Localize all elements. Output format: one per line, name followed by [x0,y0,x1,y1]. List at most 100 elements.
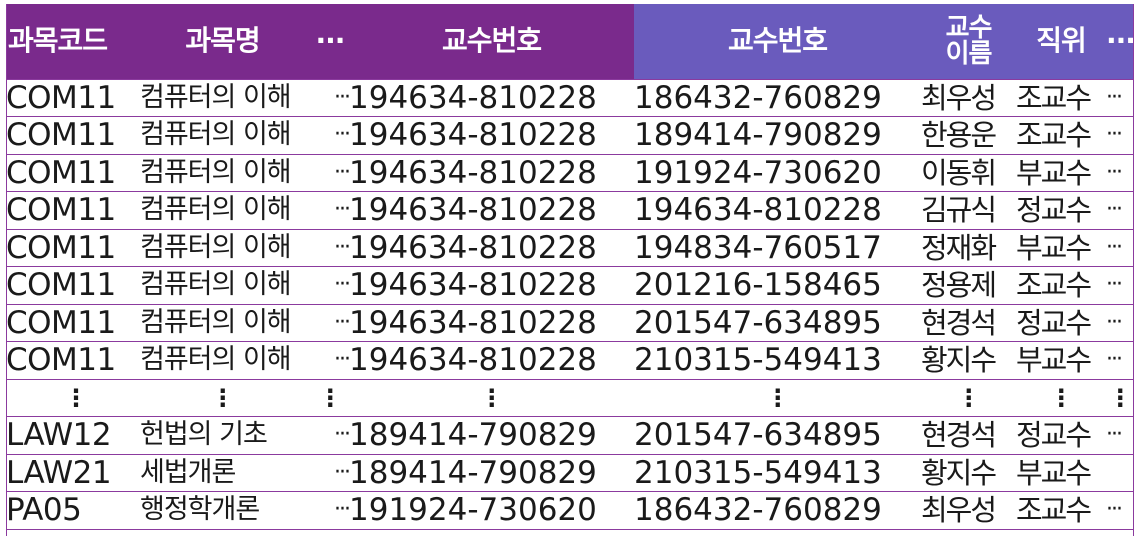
cell-professor-no-right: 201216-158465 [634,266,921,304]
cell-subject-code: COM11 [6,266,134,304]
cell-ellipsis: ··· [311,78,349,117]
cell-professor-name: 황지수 [921,341,1016,379]
cell-subject-code: COM11 [6,341,134,379]
vertical-ellipsis-icon: ⋮ [921,378,1016,417]
cell-subject-name: 행정학개론 [134,491,311,530]
cell-professor-no-right: 191924-730620 [634,153,921,192]
header-row: 과목코드 과목명 ··· 교수번호 교수번호 교수 이름 직위 ··· [6,4,1134,79]
cell-tail-ellipsis: ··· [1106,191,1134,229]
cell-tail-ellipsis [1106,453,1134,492]
cell-professor-name: 이동휘 [921,153,1016,192]
cell-ellipsis: ··· [311,116,349,154]
cell-subject-code: COM11 [6,116,134,154]
cell-professor-no-left: 194634-810228 [349,191,634,229]
cell-subject-name: 컴퓨터의 이해 [134,341,311,379]
cell-position: 조교수 [1016,266,1106,304]
cell-tail-ellipsis: ··· [1106,78,1134,117]
cell-professor-no-left: 194634-810228 [349,303,634,342]
cell-ellipsis: ··· [311,341,349,379]
cell-position: 부교수 [1016,228,1106,267]
cell-subject-code: COM11 [6,228,134,267]
cell-professor-no-left: 194634-810228 [349,228,634,267]
cell-ellipsis: ··· [311,266,349,304]
cell-tail-ellipsis: ··· [1106,416,1134,454]
cell-subject-code: COM11 [6,191,134,229]
cell-subject-name: 컴퓨터의 이해 [134,191,311,229]
cell-subject-code: COM11 [6,303,134,342]
table-row: COM11 컴퓨터의 이해 ··· 194634-810228 189414-79082… [6,116,1134,154]
header-ellipsis-right: ··· [1106,4,1134,79]
cell-professor-no-right: 201547-634895 [634,416,921,454]
ellipsis-row: ⋮ ⋮ ⋮ ⋮ ⋮ ⋮ ⋮ ⋮ [6,378,1134,417]
cell-professor-name: 황지수 [921,453,1016,492]
table-body: COM11 컴퓨터의 이해 ··· 194634-810228 186432-76082… [6,78,1134,530]
cell-professor-name: 한용운 [921,116,1016,154]
cell-tail-ellipsis: ··· [1106,266,1134,304]
cell-tail-ellipsis: ··· [1106,341,1134,379]
cell-tail-ellipsis: ··· [1106,116,1134,154]
cell-ellipsis: ··· [311,416,349,454]
table-row: COM11 컴퓨터의 이해 ··· 194634-810228 201547-63489… [6,303,1134,342]
header-professor-name: 교수 이름 [921,4,1016,79]
cell-subject-code: LAW21 [6,453,134,492]
cell-professor-name: 최우성 [921,78,1016,117]
cell-subject-name: 컴퓨터의 이해 [134,266,311,304]
header-subject-name: 과목명 [134,4,311,79]
table-row: COM11 컴퓨터의 이해 ··· 194634-810228 191924-73062… [6,153,1134,192]
header-subject-code: 과목코드 [6,4,134,79]
cell-professor-no-right: 194834-760517 [634,228,921,267]
cell-position: 정교수 [1016,303,1106,342]
cell-professor-name: 현경석 [921,303,1016,342]
vertical-ellipsis-icon: ⋮ [1016,378,1106,417]
table-row: COM11 컴퓨터의 이해 ··· 194634-810228 210315-54941… [6,341,1134,379]
cell-professor-no-left: 194634-810228 [349,266,634,304]
cell-tail-ellipsis: ··· [1106,491,1134,530]
vertical-ellipsis-icon: ⋮ [1106,378,1134,417]
table-row: LAW12 헌법의 기초 ··· 189414-790829 201547-634895… [6,416,1134,454]
header-professor-no-right: 교수번호 [634,4,921,79]
cell-position: 조교수 [1016,78,1106,117]
cell-professor-no-right: 210315-549413 [634,341,921,379]
cell-subject-code: PA05 [6,491,134,530]
cell-professor-name: 정재화 [921,228,1016,267]
cell-position: 부교수 [1016,153,1106,192]
header-professor-name-text: 교수 이름 [945,13,993,70]
table-row: COM11 컴퓨터의 이해 ··· 194634-810228 194634-81022… [6,191,1134,229]
cell-professor-no-left: 191924-730620 [349,491,634,530]
cell-professor-name: 현경석 [921,416,1016,454]
cell-position: 부교수 [1016,341,1106,379]
vertical-ellipsis-icon: ⋮ [6,378,134,417]
cell-subject-code: COM11 [6,78,134,117]
cell-professor-no-right: 194634-810228 [634,191,921,229]
vertical-ellipsis-icon: ⋮ [634,378,921,417]
cell-subject-name: 컴퓨터의 이해 [134,228,311,267]
cell-subject-name: 헌법의 기초 [134,416,311,454]
cell-subject-code: LAW12 [6,416,134,454]
cell-ellipsis: ··· [311,153,349,192]
cell-tail-ellipsis: ··· [1106,153,1134,192]
cell-subject-name: 컴퓨터의 이해 [134,153,311,192]
cell-position: 조교수 [1016,491,1106,530]
cell-subject-code: COM11 [6,153,134,192]
cell-tail-ellipsis: ··· [1106,228,1134,267]
cell-professor-no-left: 194634-810228 [349,341,634,379]
header-professor-no-left: 교수번호 [349,4,634,79]
cell-professor-name: 최우성 [921,491,1016,530]
cell-professor-no-right: 186432-760829 [634,78,921,117]
cell-ellipsis: ··· [311,228,349,267]
vertical-ellipsis-icon: ⋮ [311,378,349,417]
cell-subject-name: 세법개론 [134,453,311,492]
cell-subject-name: 컴퓨터의 이해 [134,303,311,342]
vertical-ellipsis-icon: ⋮ [134,378,311,417]
cell-subject-name: 컴퓨터의 이해 [134,116,311,154]
cell-professor-no-right: 201547-634895 [634,303,921,342]
table-row: PA05 행정학개론 ··· 191924-730620 186432-760829 최우… [6,491,1134,530]
header-position: 직위 [1016,4,1106,79]
cell-ellipsis: ··· [311,491,349,530]
table-row: COM11 컴퓨터의 이해 ··· 194634-810228 194834-76051… [6,228,1134,267]
cell-position: 부교수 [1016,453,1106,492]
cell-professor-name: 정용제 [921,266,1016,304]
cell-professor-no-left: 194634-810228 [349,78,634,117]
table-row: COM11 컴퓨터의 이해 ··· 194634-810228 186432-76082… [6,78,1134,117]
cell-professor-no-right: 189414-790829 [634,116,921,154]
